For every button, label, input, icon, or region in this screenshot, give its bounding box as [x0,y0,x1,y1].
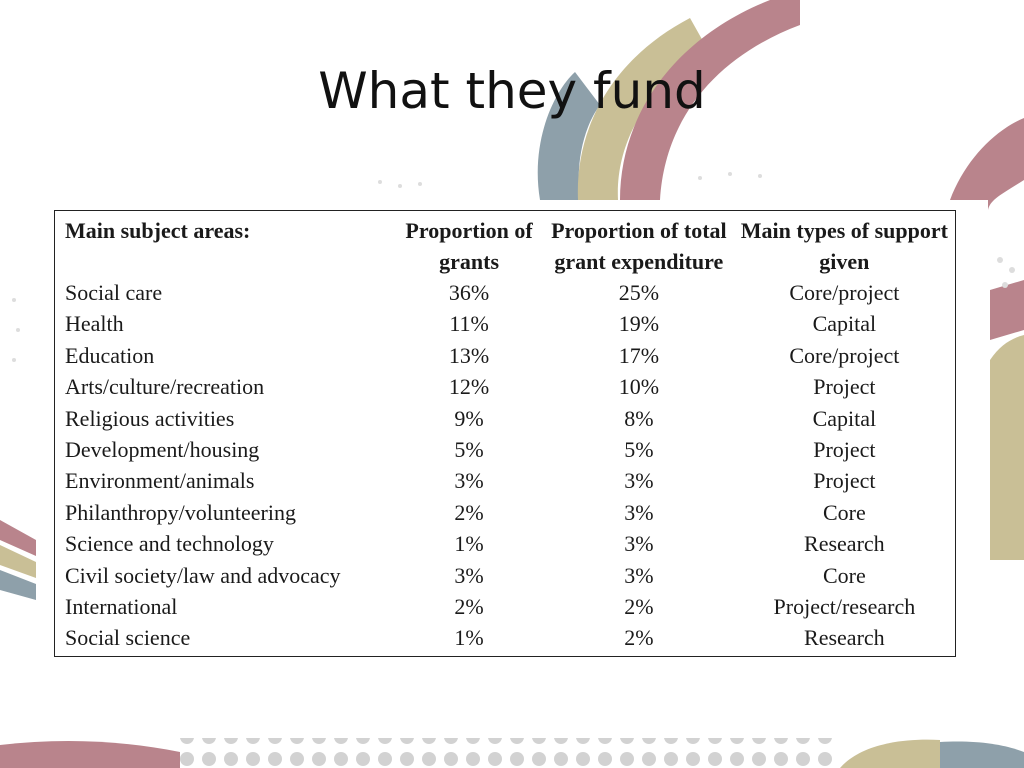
expenditure-proportion-cell: 3% [624,468,654,494]
grant-proportion-cell: 3% [454,468,484,494]
band-left-pink [0,520,36,556]
support-type-cell: Capital [812,405,877,431]
grant-proportion-cell: 11% [449,311,489,337]
grant-proportion-cell: 9% [454,405,484,431]
support-type-cell: Project [813,437,876,463]
grant-proportion-cell: 1% [454,531,484,557]
grant-proportion-cell: 12% [448,374,490,400]
subject-area-cell: Development/housing [65,437,260,463]
band-left-tan [0,545,36,578]
support-type-cell: Core [822,499,866,525]
table-row: International 2% 2% Project/research [55,591,956,622]
subject-area-cell: Health [65,311,124,337]
expenditure-proportion-cell: 10% [618,374,660,400]
band-bottom-dots [180,738,840,768]
header-proportion-expenditure: Proportion of total grant expenditure [551,218,727,274]
support-type-cell: Capital [812,311,877,337]
arc-right-pink-lower [990,280,1024,340]
table-row: Religious activities 9% 8% Capital [55,403,956,434]
grant-proportion-cell: 2% [454,499,484,525]
table-row: Arts/culture/recreation 12% 10% Project [55,371,956,402]
table-row: Civil society/law and advocacy 3% 3% Cor… [55,560,956,591]
expenditure-proportion-cell: 25% [618,280,660,305]
header-support-types: Main types of support given [740,218,948,274]
subject-area-cell: International [65,594,178,620]
grant-proportion-cell: 36% [448,280,490,305]
grant-proportion-cell: 5% [454,437,484,463]
expenditure-proportion-cell: 3% [624,499,654,525]
table-row: Science and technology 1% 3% Research [55,528,956,559]
band-bottom-tan [840,739,940,768]
subject-area-cell: Arts/culture/recreation [65,374,265,400]
table-row: Health 11% 19% Capital [55,308,956,339]
band-left-blue [0,570,36,600]
arc-right-tan [990,335,1024,560]
expenditure-proportion-cell: 2% [624,625,654,651]
grant-proportion-cell: 1% [454,625,484,651]
subject-area-cell: Civil society/law and advocacy [65,562,341,588]
table-row: Education 13% 17% Core/project [55,340,956,371]
table-row: Social care 36% 25% Core/project [55,277,956,308]
support-type-cell: Project [813,468,876,494]
subject-area-cell: Philanthropy/volunteering [65,499,296,525]
subject-area-cell: Social care [65,280,163,305]
table-row: Environment/animals 3% 3% Project [55,465,956,496]
subject-area-cell: Education [65,342,155,368]
support-type-cell: Project/research [773,594,916,620]
support-type-cell: Core [822,562,866,588]
support-type-cell: Research [804,625,885,651]
subject-area-cell: Social science [65,625,191,651]
expenditure-proportion-cell: 2% [624,594,654,620]
slide-title: What they fund [318,62,706,120]
support-type-cell: Project [813,374,876,400]
table-row: Philanthropy/volunteering 2% 3% Core [55,497,956,528]
expenditure-proportion-cell: 3% [624,531,654,557]
header-subject-areas: Main subject areas: [65,218,251,243]
expenditure-proportion-cell: 5% [624,437,654,463]
table-header-row: Main subject areas: Proportion of grants… [55,211,956,278]
subject-area-cell: Religious activities [65,405,235,431]
header-proportion-grants: Proportion of grants [405,218,533,274]
grant-proportion-cell: 13% [448,342,490,368]
subject-area-cell: Science and technology [65,531,274,557]
grant-proportion-cell: 2% [454,594,484,620]
arc-blue [537,72,600,200]
support-type-cell: Core/project [789,280,900,305]
arc-pink [620,0,800,200]
expenditure-proportion-cell: 17% [618,342,660,368]
funding-table: Main subject areas: Proportion of grants… [54,210,956,657]
subject-area-cell: Environment/animals [65,468,255,494]
expenditure-proportion-cell: 3% [624,562,654,588]
expenditure-proportion-cell: 8% [624,405,654,431]
grant-proportion-cell: 3% [454,562,484,588]
support-type-cell: Research [804,531,885,557]
expenditure-proportion-cell: 19% [618,311,660,337]
table-row: Social science 1% 2% Research [55,622,956,656]
band-bottom-blue [940,741,1024,768]
band-bottom-pink [0,740,180,768]
table-row: Development/housing 5% 5% Project [55,434,956,465]
support-type-cell: Core/project [789,342,900,368]
arc-right-pink [950,118,1024,210]
